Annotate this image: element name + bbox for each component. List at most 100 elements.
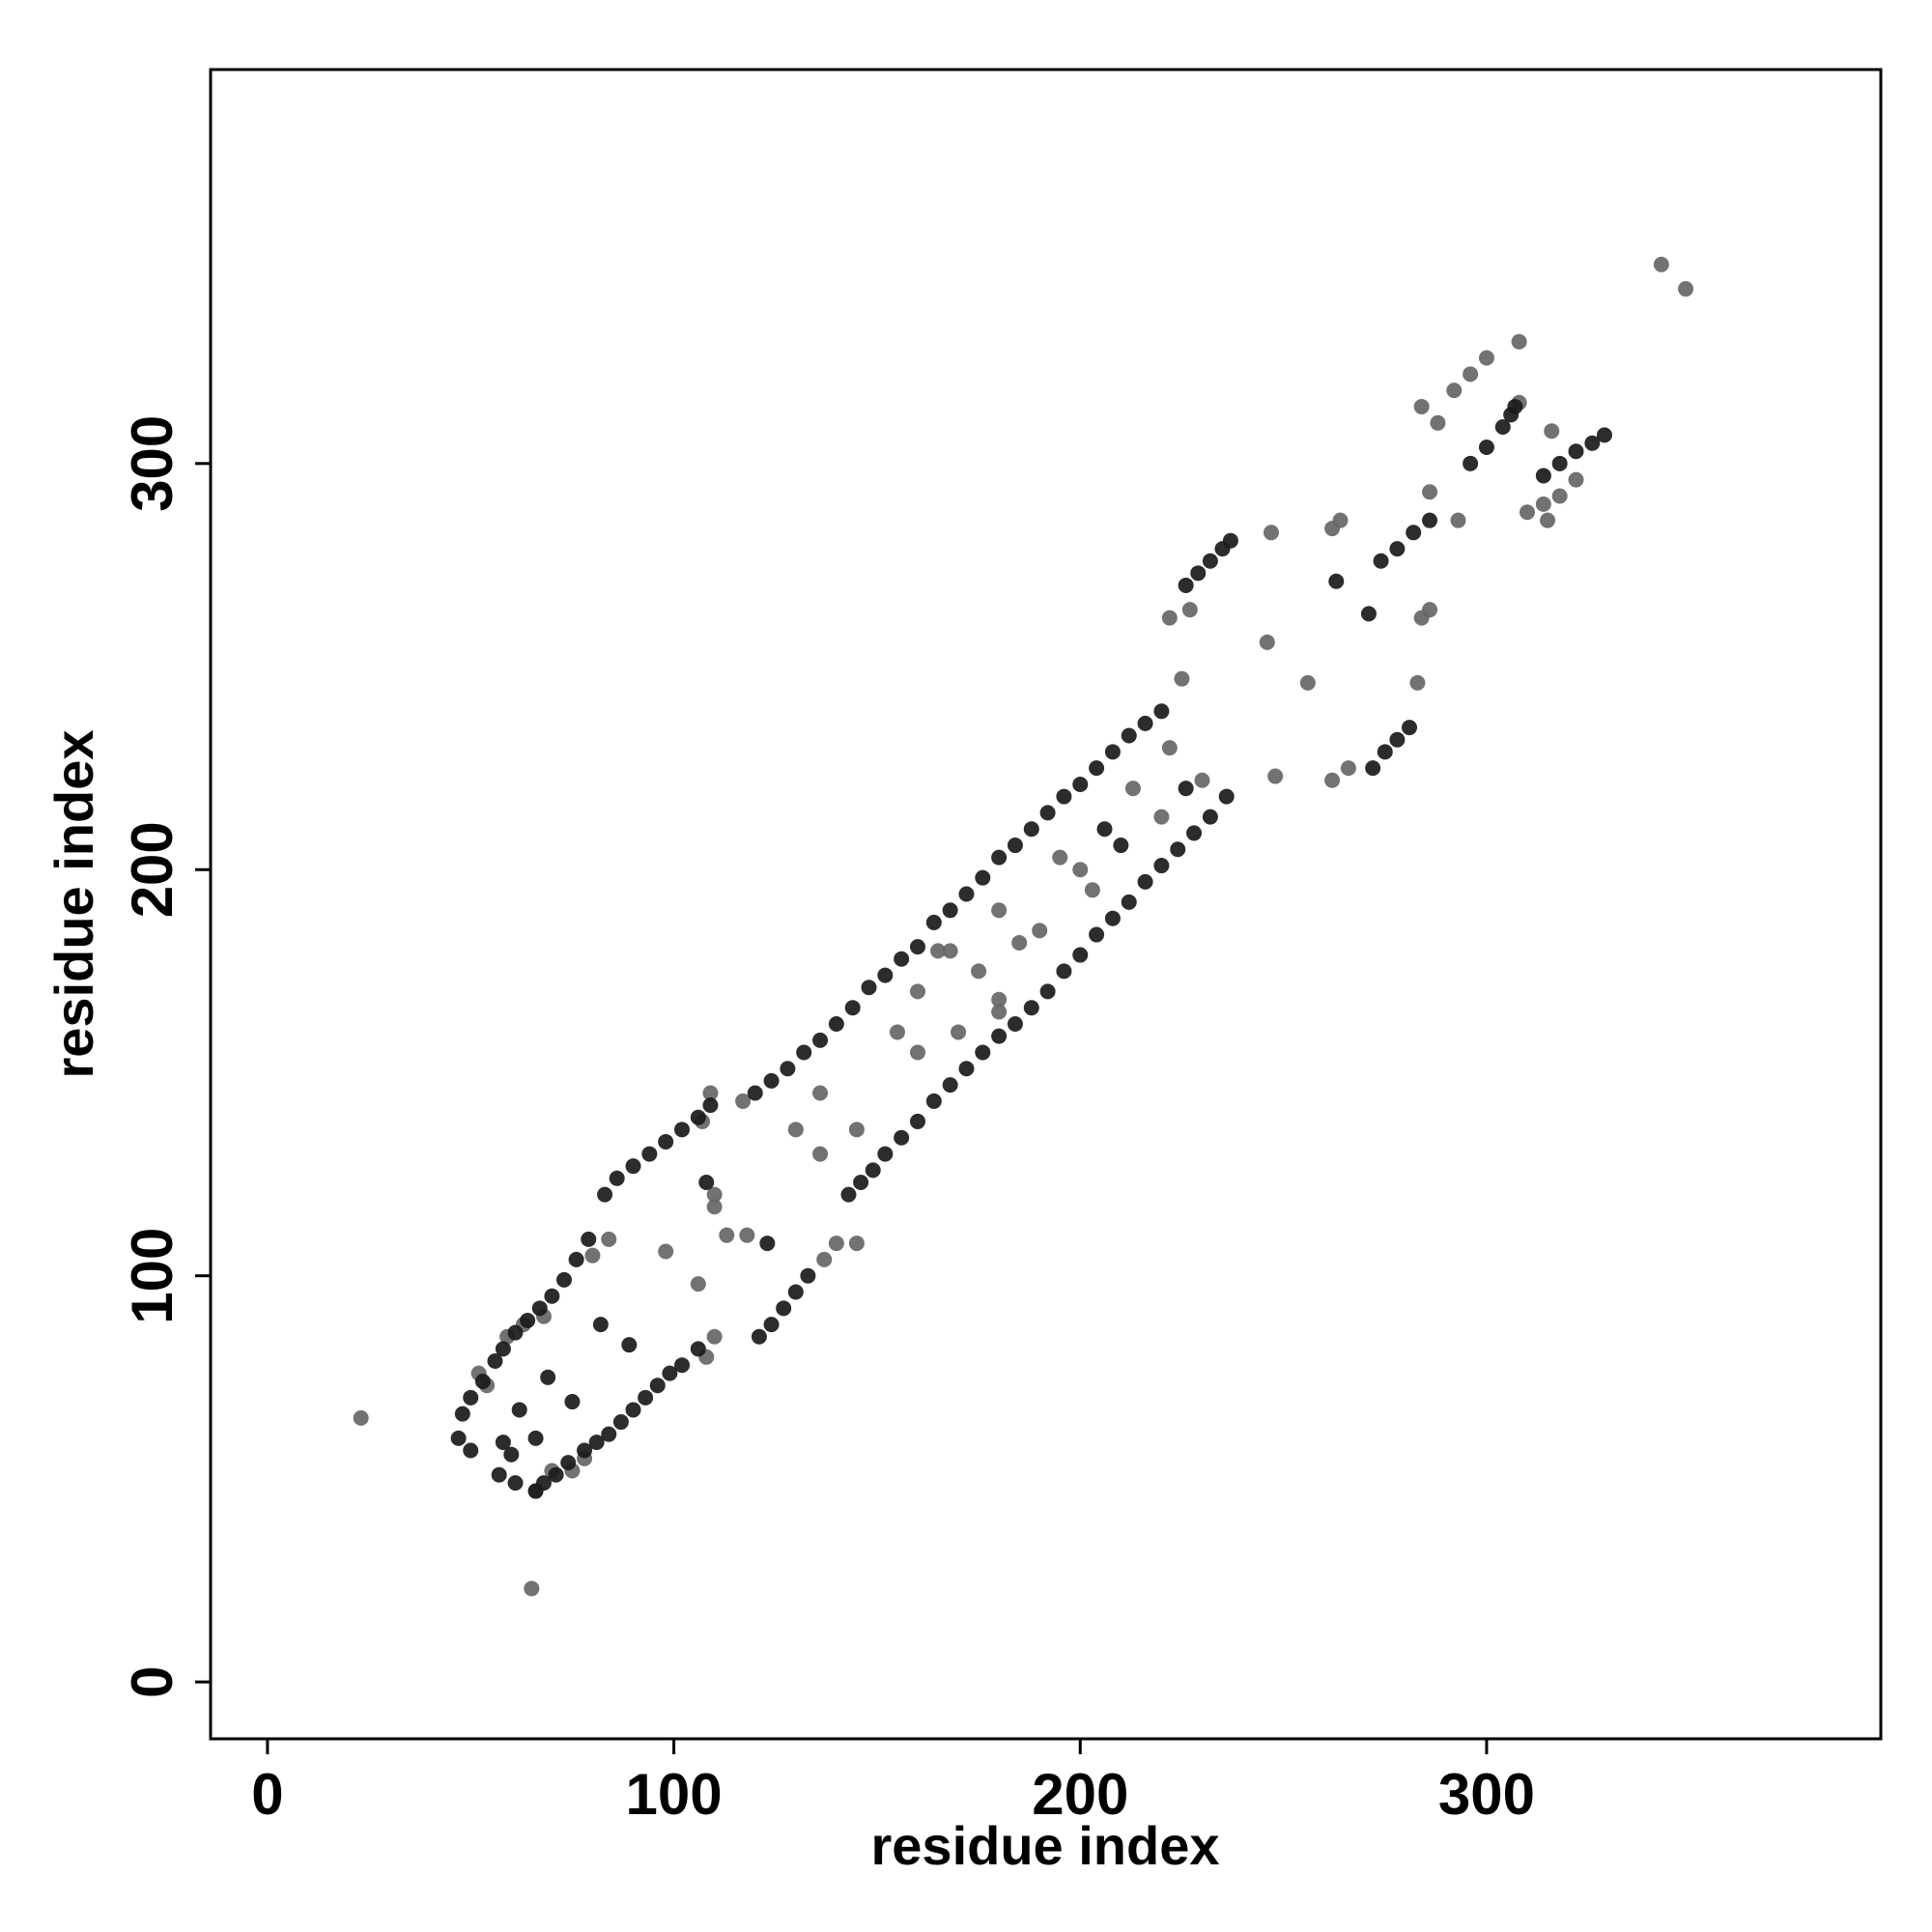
point	[1478, 440, 1494, 456]
point	[690, 1341, 706, 1357]
point	[540, 1369, 556, 1385]
point	[592, 1317, 609, 1333]
point	[495, 1341, 511, 1357]
point	[816, 1251, 833, 1267]
point	[1039, 983, 1056, 1000]
point	[925, 1093, 942, 1109]
point	[1507, 398, 1523, 414]
point	[800, 1267, 816, 1284]
x-tick-label: 100	[626, 1762, 723, 1827]
point	[588, 1435, 605, 1451]
point	[1194, 772, 1210, 788]
point	[1450, 512, 1466, 528]
point	[1186, 825, 1203, 841]
point	[690, 1109, 706, 1125]
point	[511, 1402, 527, 1418]
point	[1551, 455, 1568, 471]
point	[507, 1324, 524, 1341]
point	[507, 1475, 524, 1492]
point	[564, 1394, 581, 1410]
point	[535, 1475, 552, 1492]
point	[942, 1077, 958, 1094]
point	[1072, 862, 1089, 878]
point	[1137, 873, 1153, 890]
point	[787, 1284, 804, 1300]
point	[812, 1146, 829, 1162]
point	[865, 1162, 881, 1179]
point	[544, 1288, 560, 1304]
point	[612, 1414, 629, 1431]
point	[1174, 670, 1190, 687]
point	[951, 1024, 967, 1040]
point	[658, 1133, 674, 1150]
point	[1377, 744, 1393, 760]
point	[759, 1236, 776, 1252]
point	[524, 1580, 540, 1597]
point	[673, 1357, 690, 1374]
point	[1137, 715, 1153, 731]
point	[560, 1455, 577, 1471]
point	[1161, 740, 1178, 756]
point	[1596, 427, 1612, 443]
point	[601, 1426, 617, 1442]
point	[1267, 768, 1284, 784]
point	[621, 1337, 638, 1353]
point	[909, 983, 925, 1000]
point	[844, 1000, 861, 1016]
point	[1089, 926, 1105, 943]
point	[706, 1199, 723, 1215]
point	[1389, 731, 1406, 748]
point	[1584, 435, 1601, 451]
point	[930, 943, 947, 959]
point	[1104, 910, 1121, 926]
point	[601, 1231, 617, 1247]
point	[1360, 606, 1377, 622]
point	[1340, 760, 1356, 777]
point	[747, 1085, 763, 1101]
point	[1535, 468, 1551, 484]
x-tick-label: 0	[251, 1762, 283, 1827]
point	[909, 1044, 925, 1061]
point	[739, 1227, 755, 1243]
point	[568, 1251, 584, 1267]
point	[555, 1271, 572, 1288]
point	[975, 1044, 991, 1061]
point	[828, 1236, 844, 1252]
point	[1551, 488, 1568, 504]
point	[1365, 760, 1381, 777]
point	[673, 1122, 690, 1138]
x-tick-label: 200	[1032, 1762, 1128, 1827]
point	[527, 1430, 544, 1446]
point	[1478, 350, 1494, 366]
point	[889, 1024, 905, 1040]
point	[702, 1097, 719, 1114]
point	[609, 1170, 625, 1186]
point	[649, 1378, 666, 1394]
point	[1544, 423, 1560, 440]
point	[706, 1186, 723, 1203]
point	[625, 1158, 641, 1175]
point	[1121, 894, 1137, 910]
point	[840, 1186, 857, 1203]
point	[1494, 418, 1511, 435]
point	[1052, 849, 1068, 866]
point	[548, 1466, 564, 1483]
point	[1089, 760, 1105, 777]
point	[991, 1028, 1008, 1044]
point	[1153, 858, 1170, 874]
point	[894, 951, 910, 967]
point	[1124, 781, 1141, 797]
point	[1170, 841, 1186, 858]
point	[787, 1122, 804, 1138]
point	[1373, 553, 1389, 569]
point	[1096, 821, 1113, 838]
point	[1121, 727, 1137, 744]
point	[1328, 573, 1345, 589]
point	[662, 1365, 678, 1381]
point	[751, 1328, 767, 1345]
point	[1023, 821, 1039, 838]
point	[776, 1300, 792, 1317]
point	[735, 1093, 752, 1109]
point	[1011, 934, 1028, 951]
